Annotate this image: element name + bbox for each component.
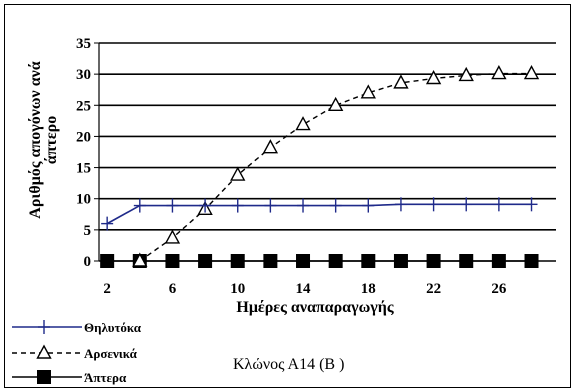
y-tick-labels: 0 5 10 15 20 25 30 35 (76, 36, 91, 270)
legend-label: Θηλυτόκα (84, 320, 142, 335)
x-axis-title: Ημέρες αναπαραγωγής (236, 299, 393, 316)
y-tick-label: 35 (76, 36, 91, 52)
square-marker (296, 254, 311, 268)
x-tick-label: 6 (169, 281, 177, 297)
y-tick-label: 30 (76, 67, 91, 83)
y-tick-label: 0 (84, 254, 92, 270)
x-tick-label: 26 (491, 281, 507, 297)
plus-marker (525, 197, 538, 212)
triangle-marker (491, 65, 507, 80)
square-marker (459, 254, 474, 268)
plus-marker (166, 198, 179, 213)
square-marker (328, 254, 343, 268)
plus-marker (492, 197, 505, 212)
plus-marker (427, 197, 440, 212)
square-marker (263, 254, 278, 268)
square-marker (393, 254, 408, 268)
square-marker (361, 254, 376, 268)
plus-marker (133, 198, 146, 213)
x-tick-label: 18 (361, 281, 376, 297)
plus-marker (297, 198, 310, 213)
square-marker (426, 254, 441, 268)
x-tick-label: 22 (426, 281, 441, 297)
plus-marker (329, 198, 342, 213)
plus-marker (101, 216, 114, 231)
triangle-marker (393, 74, 409, 89)
square-marker (198, 254, 213, 268)
y-tick-label: 15 (76, 161, 91, 177)
triangle-marker (295, 116, 311, 131)
plus-marker (394, 197, 407, 212)
triangle-marker (230, 166, 246, 181)
y-axis-title-line-2: άπτερο (43, 116, 60, 164)
plus-marker (264, 198, 277, 213)
y-tick-label: 25 (76, 98, 91, 114)
legend-triangle-marker (36, 344, 52, 359)
square-marker (165, 254, 180, 268)
chart-annotation: Κλώνος Α14 (Β ) (233, 356, 344, 373)
triangle-marker (425, 70, 442, 85)
legend-square-marker (37, 370, 51, 384)
triangle-marker (132, 252, 148, 267)
y-tick-label: 10 (76, 192, 91, 208)
square-marker (100, 254, 115, 268)
legend: Θηλυτόκα Αρσενικά Άπτερα (12, 320, 142, 385)
y-tick-label: 5 (84, 223, 92, 239)
triangle-marker (360, 84, 376, 99)
square-marker (491, 254, 506, 268)
legend-item: Θηλυτόκα (12, 320, 142, 335)
x-tick-label: 14 (296, 281, 312, 297)
square-marker (230, 254, 245, 268)
plus-marker (362, 198, 375, 213)
y-axis-title-line-1: Αριθμός απογόνων ανά (27, 61, 44, 219)
legend-label: Αρσενικά (84, 346, 138, 361)
triangle-marker (523, 65, 540, 80)
legend-label: Άπτερα (84, 370, 127, 385)
series-1 (101, 197, 538, 231)
triangle-marker (164, 229, 181, 244)
y-tick-label: 20 (76, 129, 91, 145)
triangle-marker (327, 96, 344, 111)
triangle-marker (458, 66, 474, 82)
square-marker (524, 254, 539, 268)
x-tick-label: 10 (230, 281, 245, 297)
legend-item: Αρσενικά (12, 344, 138, 361)
plus-marker (199, 198, 212, 213)
plus-marker (460, 197, 473, 212)
triangle-marker (262, 139, 279, 154)
plus-marker (231, 198, 244, 213)
x-tick-labels: 2 6 10 14 18 22 26 (103, 281, 506, 297)
legend-item: Άπτερα (12, 370, 127, 385)
legend-plus-marker (38, 320, 50, 334)
x-tick-label: 2 (103, 281, 111, 297)
series-layer (100, 65, 540, 268)
